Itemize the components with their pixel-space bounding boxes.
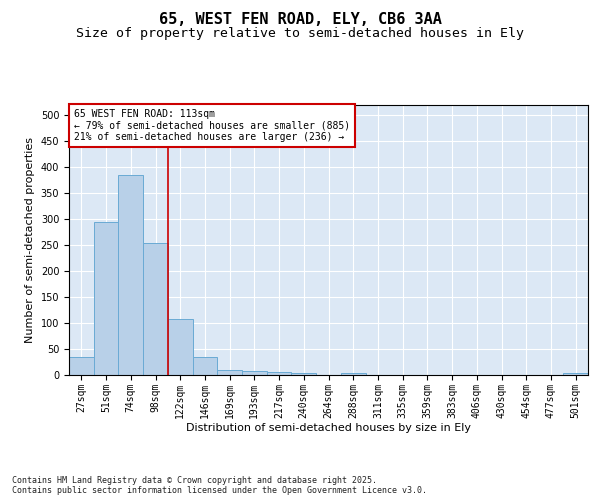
Bar	[168, 319, 193, 375]
Bar	[217, 370, 242, 375]
Bar	[143, 242, 168, 375]
Text: 65 WEST FEN ROAD: 113sqm
← 79% of semi-detached houses are smaller (885)
21% of : 65 WEST FEN ROAD: 113sqm ← 79% of semi-d…	[74, 109, 350, 142]
Text: Contains HM Land Registry data © Crown copyright and database right 2025.
Contai: Contains HM Land Registry data © Crown c…	[12, 476, 427, 495]
Text: 65, WEST FEN ROAD, ELY, CB6 3AA: 65, WEST FEN ROAD, ELY, CB6 3AA	[158, 12, 442, 28]
Bar	[267, 372, 292, 375]
Bar	[193, 357, 217, 375]
X-axis label: Distribution of semi-detached houses by size in Ely: Distribution of semi-detached houses by …	[186, 424, 471, 434]
Bar	[118, 175, 143, 375]
Bar	[341, 374, 365, 375]
Bar	[94, 222, 118, 375]
Text: Size of property relative to semi-detached houses in Ely: Size of property relative to semi-detach…	[76, 28, 524, 40]
Y-axis label: Number of semi-detached properties: Number of semi-detached properties	[25, 137, 35, 343]
Bar	[69, 357, 94, 375]
Bar	[563, 374, 588, 375]
Bar	[242, 371, 267, 375]
Bar	[292, 374, 316, 375]
